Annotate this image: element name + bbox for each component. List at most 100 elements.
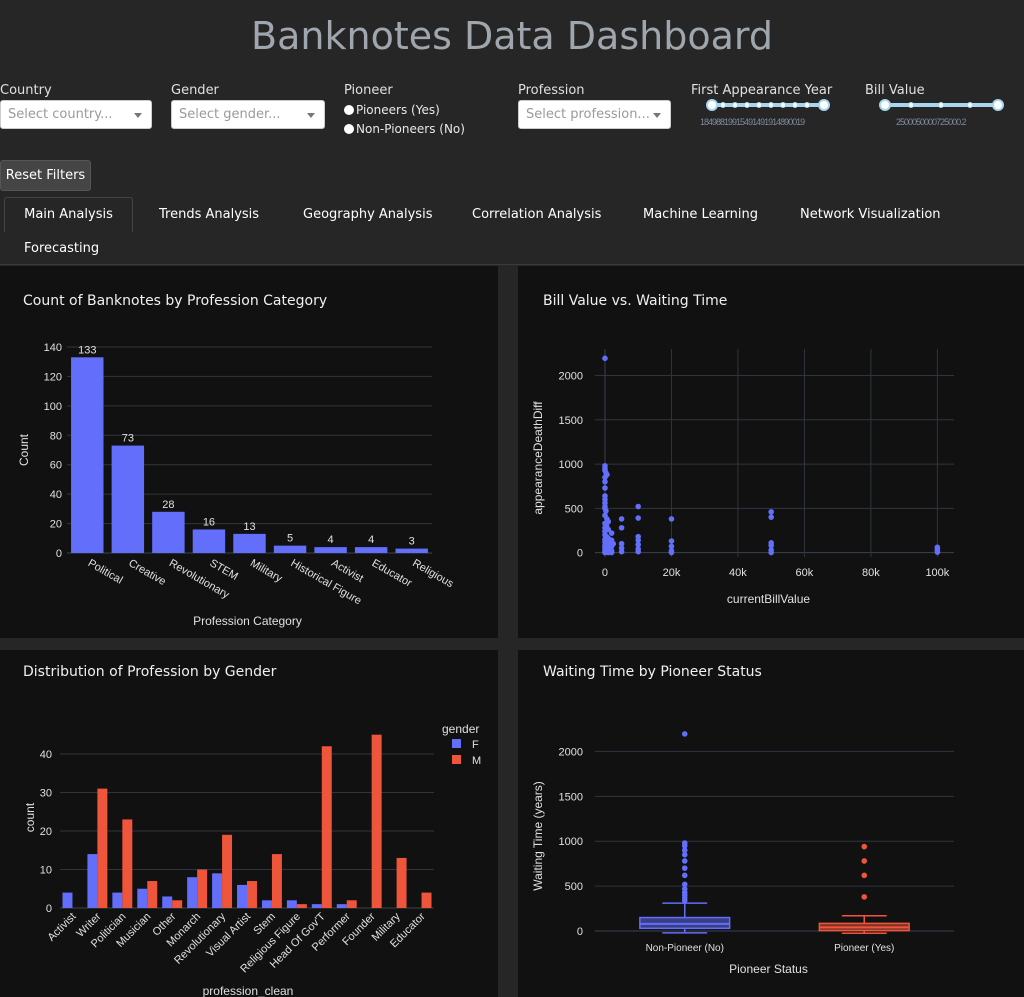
y-tick-label: 500 — [565, 881, 583, 893]
chart-title: Bill Value vs. Waiting Time — [543, 293, 728, 309]
bar-f — [187, 877, 198, 908]
bar-m — [346, 900, 357, 908]
bar-m — [371, 734, 382, 908]
pioneer-radio-yes-label: Pioneers (Yes) — [356, 103, 440, 117]
tab-trends-analysis[interactable]: Trends Analysis — [159, 207, 260, 222]
profession-select[interactable]: Select profession... — [518, 100, 671, 129]
x-tick-label: Creative — [126, 557, 167, 588]
bill-range-slider[interactable] — [879, 99, 1004, 111]
chart-title: Waiting Time by Pioneer Status — [543, 664, 762, 680]
y-tick-label: 60 — [50, 460, 62, 472]
pioneer-filter-label: Pioneer — [344, 83, 393, 98]
tab-main-analysis[interactable]: Main Analysis — [4, 197, 133, 232]
tab-geography-analysis[interactable]: Geography Analysis — [303, 207, 433, 222]
bar-f — [212, 873, 223, 908]
y-tick-label: 2000 — [559, 371, 583, 383]
x-tick-label: 60k — [796, 567, 814, 579]
bar — [233, 533, 266, 553]
slider-mark — [720, 102, 726, 108]
scatter-point — [768, 542, 774, 549]
chart-title: Distribution of Profession by Gender — [23, 664, 277, 680]
tab-network-visualization[interactable]: Network Visualization — [800, 207, 941, 222]
bar-m — [296, 904, 307, 908]
scatter-point — [635, 537, 642, 543]
scatter-point — [668, 543, 675, 550]
country-select-placeholder: Select country... — [8, 107, 113, 122]
reset-filters-button[interactable]: Reset Filters — [0, 160, 91, 191]
year-slider-marks: 18498819915491491914890019 — [700, 117, 805, 127]
data-label: 13 — [243, 521, 255, 533]
slider-mark — [756, 102, 762, 108]
y-tick-label: 40 — [50, 489, 62, 501]
outlier-point — [861, 872, 868, 879]
y-tick-label: 100 — [44, 401, 62, 413]
country-select[interactable]: Select country... — [0, 100, 152, 129]
scatter-point — [668, 549, 675, 556]
country-filter-label: Country — [0, 83, 52, 98]
bar — [152, 511, 185, 553]
scatter-point — [618, 548, 625, 555]
pioneer-wait-chart: 0 500 1000 1500 2000 Non-Pioneer (No) Pioneer … — [531, 731, 954, 976]
slider-mark — [744, 102, 750, 108]
pioneer-radio-no-label: Non-Pioneers (No) — [356, 122, 465, 136]
slider-handle-min[interactable] — [706, 99, 718, 111]
data-label: 133 — [78, 344, 96, 356]
tab-bar: Main Analysis Trends Analysis Geography … — [0, 197, 1024, 265]
outlier-point — [681, 897, 688, 904]
slider-handle-max[interactable] — [992, 99, 1004, 111]
y-tick-label: 1500 — [559, 415, 583, 427]
y-tick-label: 120 — [44, 371, 62, 383]
slider-handle-max[interactable] — [818, 99, 830, 111]
scatter-point — [635, 503, 642, 510]
gender-select[interactable]: Select gender... — [171, 100, 325, 129]
pioneer-radio-yes[interactable]: Pioneers (Yes) — [344, 103, 440, 117]
bar-m — [172, 900, 183, 908]
scatter-point — [603, 508, 609, 514]
slider-mark — [938, 102, 944, 108]
x-tick-label: 100k — [925, 567, 949, 579]
bar-m — [421, 892, 432, 908]
data-label: 16 — [203, 516, 215, 528]
tab-machine-learning[interactable]: Machine Learning — [643, 207, 758, 222]
bar-m — [271, 854, 282, 908]
bill-vs-wait-chart: 0 500 1000 1500 2000 0 20k 40k 60k 80k 100k current… — [531, 349, 954, 606]
scatter-point — [602, 549, 608, 556]
profession-gender-chart: 010203040ActivistWriterPoliticianMusicia… — [23, 722, 481, 997]
data-label: 73 — [122, 433, 134, 445]
y-tick-label: 30 — [40, 787, 52, 799]
scatter-point — [668, 516, 675, 522]
outlier-point — [861, 894, 868, 900]
x-tick-label: 40k — [729, 567, 747, 579]
panel-pioneer-wait: Waiting Time by Pioneer Status 0 500 1000 1… — [518, 650, 1024, 997]
scatter-point — [607, 548, 613, 554]
radio-circle-icon — [344, 105, 354, 115]
slider-mark — [804, 102, 810, 108]
scatter-point — [635, 541, 642, 548]
bar — [192, 529, 226, 553]
year-range-slider[interactable] — [706, 99, 830, 111]
chart-title: Count of Banknotes by Profession Categor… — [23, 293, 328, 309]
bar-m — [247, 881, 257, 908]
slider-mark — [732, 102, 738, 108]
x-tick-label: Educator — [370, 557, 414, 590]
x-tick-label: Historical Figure — [289, 557, 364, 607]
x-axis-label: currentBillValue — [727, 592, 810, 606]
bar-f — [162, 896, 173, 908]
outlier-point — [681, 847, 688, 854]
legend-label: M — [472, 755, 481, 767]
tab-forecasting[interactable]: Forecasting — [24, 241, 100, 256]
slider-mark — [908, 102, 914, 108]
bar-f — [261, 900, 272, 908]
bar-m — [197, 869, 208, 908]
bar-f — [137, 888, 148, 908]
page-title: Banknotes Data Dashboard — [251, 14, 773, 58]
bar — [273, 545, 307, 553]
y-tick-label: 1000 — [559, 836, 583, 848]
y-tick-label: 0 — [577, 548, 583, 560]
x-tick-label: Military — [248, 557, 285, 585]
slider-handle-min[interactable] — [879, 99, 891, 111]
x-tick-label: Non-Pioneer (No) — [646, 943, 724, 954]
pioneer-radio-no[interactable]: Non-Pioneers (No) — [344, 122, 465, 136]
tab-correlation-analysis[interactable]: Correlation Analysis — [472, 207, 602, 222]
